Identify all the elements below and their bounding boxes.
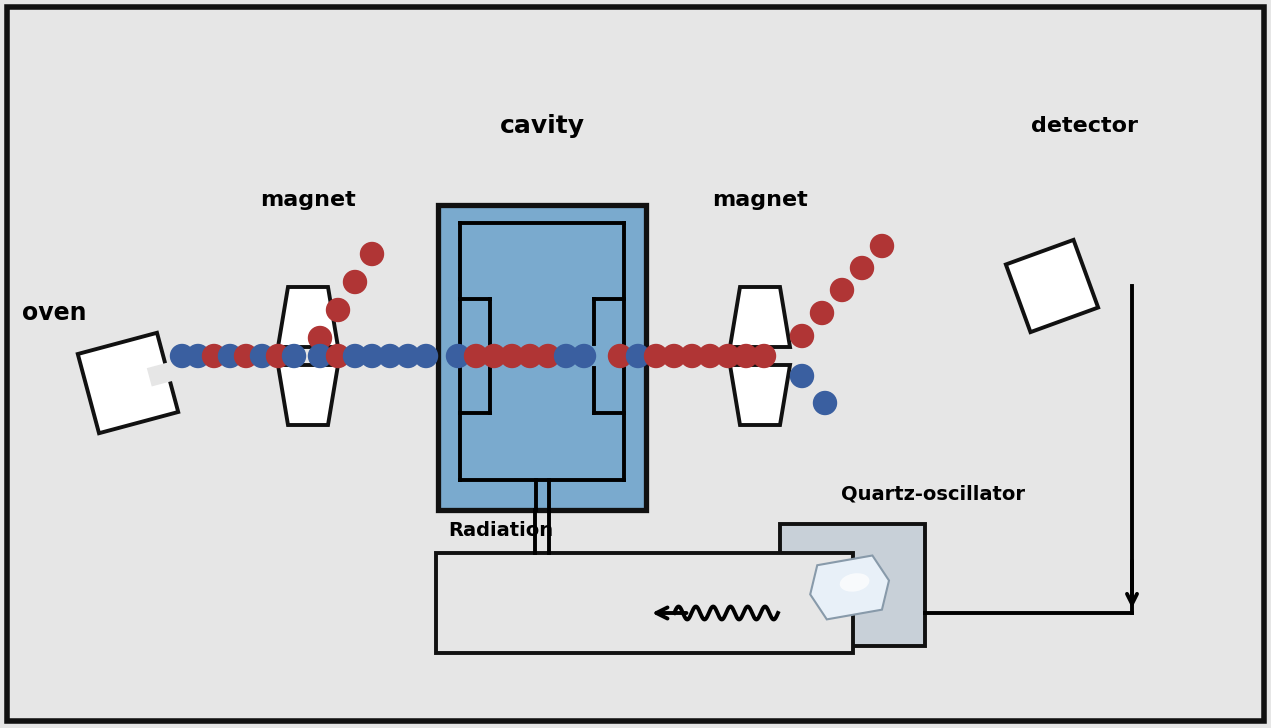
Bar bbox=[438, 205, 646, 510]
Circle shape bbox=[609, 344, 632, 368]
Circle shape bbox=[309, 344, 332, 368]
Circle shape bbox=[361, 344, 384, 368]
Circle shape bbox=[397, 344, 419, 368]
Circle shape bbox=[572, 344, 596, 368]
Circle shape bbox=[735, 344, 758, 368]
Circle shape bbox=[327, 298, 350, 322]
Circle shape bbox=[187, 344, 210, 368]
Polygon shape bbox=[278, 365, 338, 425]
Ellipse shape bbox=[840, 573, 869, 592]
Polygon shape bbox=[1005, 240, 1098, 332]
Polygon shape bbox=[730, 365, 791, 425]
Circle shape bbox=[717, 344, 740, 368]
Text: oven: oven bbox=[22, 301, 86, 325]
Circle shape bbox=[327, 344, 350, 368]
Text: Radiation: Radiation bbox=[447, 521, 553, 540]
Bar bbox=[780, 524, 925, 646]
Polygon shape bbox=[278, 287, 338, 347]
Circle shape bbox=[267, 344, 290, 368]
Circle shape bbox=[202, 344, 225, 368]
Circle shape bbox=[379, 344, 402, 368]
Circle shape bbox=[627, 344, 649, 368]
Circle shape bbox=[830, 279, 854, 301]
Bar bbox=[436, 553, 853, 653]
Text: detector: detector bbox=[1032, 116, 1139, 136]
Circle shape bbox=[309, 326, 332, 349]
Polygon shape bbox=[730, 287, 791, 347]
Circle shape bbox=[343, 271, 366, 293]
Polygon shape bbox=[146, 362, 175, 387]
Circle shape bbox=[791, 365, 813, 387]
Polygon shape bbox=[810, 555, 888, 620]
Text: cavity: cavity bbox=[500, 114, 585, 138]
Circle shape bbox=[813, 392, 836, 414]
Text: Quartz-oscillator: Quartz-oscillator bbox=[840, 485, 1024, 504]
Circle shape bbox=[250, 344, 273, 368]
Circle shape bbox=[536, 344, 559, 368]
Circle shape bbox=[501, 344, 524, 368]
Circle shape bbox=[680, 344, 704, 368]
Circle shape bbox=[850, 256, 873, 280]
Circle shape bbox=[519, 344, 541, 368]
Circle shape bbox=[414, 344, 437, 368]
Circle shape bbox=[483, 344, 506, 368]
Circle shape bbox=[219, 344, 241, 368]
Circle shape bbox=[662, 344, 685, 368]
Circle shape bbox=[235, 344, 258, 368]
Circle shape bbox=[446, 344, 469, 368]
Circle shape bbox=[282, 344, 305, 368]
Text: magnet: magnet bbox=[261, 190, 356, 210]
Circle shape bbox=[170, 344, 193, 368]
Circle shape bbox=[871, 234, 894, 258]
Circle shape bbox=[554, 344, 577, 368]
Circle shape bbox=[752, 344, 775, 368]
Text: magnet: magnet bbox=[712, 190, 808, 210]
Polygon shape bbox=[78, 333, 178, 433]
Circle shape bbox=[791, 325, 813, 347]
Circle shape bbox=[644, 344, 667, 368]
Circle shape bbox=[699, 344, 722, 368]
Circle shape bbox=[343, 344, 366, 368]
Circle shape bbox=[811, 301, 834, 325]
Circle shape bbox=[361, 242, 384, 266]
Circle shape bbox=[464, 344, 488, 368]
